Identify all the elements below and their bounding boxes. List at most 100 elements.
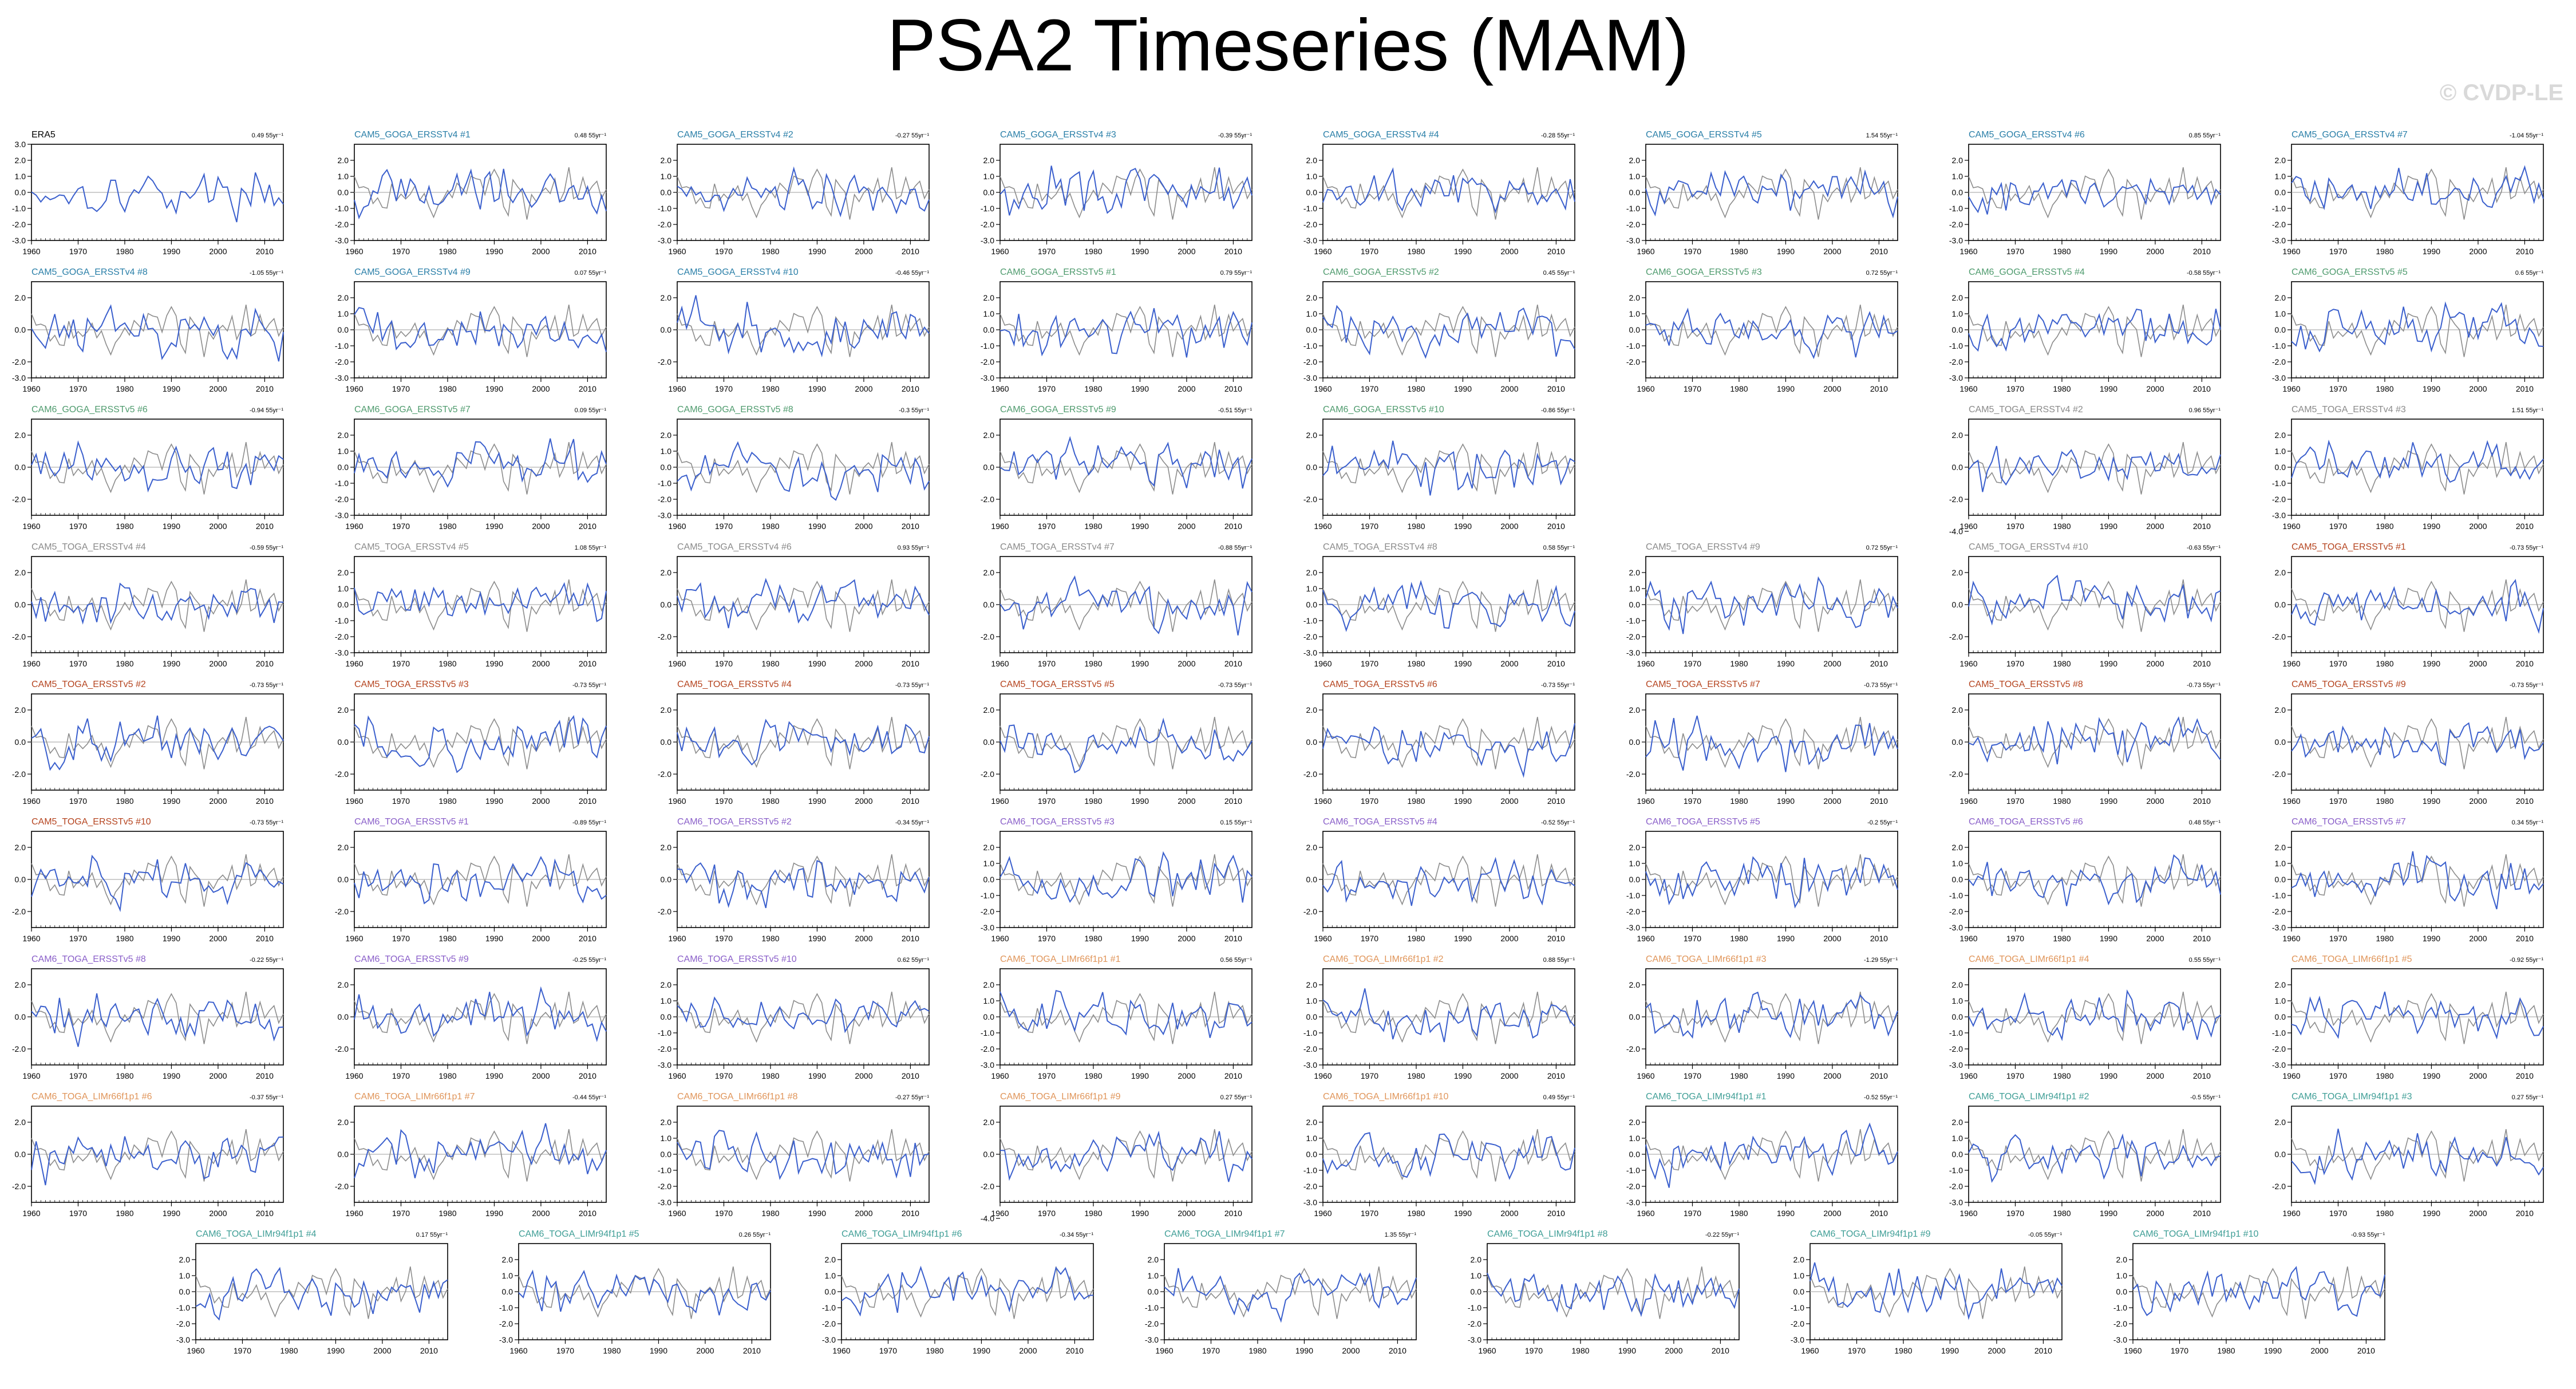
x-tick-label: 2000 <box>2146 247 2164 256</box>
y-tick-label: 0.0 <box>338 737 349 747</box>
x-tick-label: 1960 <box>1314 384 1332 393</box>
x-tick-label: 2000 <box>2469 1071 2487 1080</box>
reference-series <box>2291 717 2544 770</box>
y-tick-label: 1.0 <box>1629 172 1641 181</box>
member-series <box>2291 165 2544 211</box>
x-tick-label: 1960 <box>991 659 1009 668</box>
x-tick-label: 1990 <box>1131 1071 1149 1080</box>
y-tick-label: -2.0 <box>2272 357 2286 366</box>
x-tick-label: 2000 <box>1500 522 1518 531</box>
x-tick-label: 1990 <box>485 522 503 531</box>
y-tick-label: 1.0 <box>1629 584 1641 593</box>
x-tick-label: 1970 <box>392 247 410 256</box>
y-tick-label: 1.0 <box>983 309 995 318</box>
member-series <box>354 168 607 220</box>
panel-title: CAM6_TOGA_LIMr66f1p1 #2 <box>1323 954 1444 964</box>
panel-title: CAM6_TOGA_LIMr66f1p1 #7 <box>354 1092 475 1102</box>
panel-title: CAM6_GOGA_ERSSTv5 #10 <box>1323 405 1444 415</box>
x-tick-label: 1990 <box>485 247 503 256</box>
panel-trend: -0.39 55yr⁻¹ <box>1218 132 1252 139</box>
x-tick-label: 2010 <box>1870 934 1888 943</box>
member-series <box>999 717 1253 774</box>
y-tick-label: -3.0 <box>658 1198 671 1207</box>
x-tick-label: 1990 <box>163 659 180 668</box>
y-tick-label: -2.0 <box>2272 907 2286 916</box>
x-tick-label: 2010 <box>256 796 274 806</box>
x-tick-label: 1990 <box>808 934 826 943</box>
y-tick-label: 0.0 <box>15 463 26 472</box>
x-tick-label: 1980 <box>1407 934 1425 943</box>
y-tick-label: -3.0 <box>658 236 671 245</box>
member-series <box>1968 854 2221 906</box>
panel-26: -2.0 0.0 2.0 1960 1970 1980 1990 2000 2010 CAM5_T… <box>658 542 930 668</box>
member-series <box>677 295 930 358</box>
panel-51: -3.0 -2.0 -1.0 0.0 1.0 2.0 1960 1970 1980 1990 200… <box>981 954 1253 1080</box>
x-tick-label: 1960 <box>1959 796 1977 806</box>
x-tick-label: 2010 <box>256 1209 274 1218</box>
y-tick-label: 1.0 <box>1629 859 1641 868</box>
member-series <box>2291 439 2544 483</box>
panel-trend: -0.34 55yr⁻¹ <box>895 819 929 826</box>
x-tick-label: 1960 <box>345 1071 363 1080</box>
y-tick-label: -3.0 <box>2272 511 2286 520</box>
x-tick-label: 2010 <box>902 934 919 943</box>
x-tick-label: 1990 <box>1131 247 1149 256</box>
panel-trend: 0.48 55yr⁻¹ <box>575 132 607 139</box>
panel-53: -2.0 0.0 2.0 1960 1970 1980 1990 2000 2010 CAM6_T… <box>1626 954 1898 1080</box>
member-series <box>677 719 930 766</box>
panel-59: -4.0 -2.0 0.0 2.0 1960 1970 1980 1990 2000 2010 CA… <box>981 1092 1253 1223</box>
panel-36: -2.0 0.0 2.0 1960 1970 1980 1990 2000 2010 CAM5_T… <box>1303 680 1575 806</box>
y-tick-label: -2.0 <box>335 770 349 779</box>
member-series <box>31 582 284 625</box>
x-tick-label: 2000 <box>2469 796 2487 806</box>
y-tick-label: 1.0 <box>338 584 349 593</box>
x-tick-label: 1980 <box>761 1071 779 1080</box>
x-tick-label: 1970 <box>69 1071 87 1080</box>
panel-title: CAM6_TOGA_ERSSTv5 #3 <box>1000 817 1115 827</box>
panel-5: -3.0 -2.0 -1.0 0.0 1.0 2.0 1960 1970 1980 1990 200… <box>1626 130 1898 256</box>
y-tick-label: -1.0 <box>981 1028 994 1037</box>
y-tick-label: 2.0 <box>2275 568 2286 577</box>
member-series <box>1645 307 1898 360</box>
panel-title: CAM5_TOGA_ERSSTv5 #10 <box>31 817 151 827</box>
x-tick-label: 1980 <box>2053 659 2071 668</box>
y-tick-label: -2.0 <box>658 770 671 779</box>
member-series <box>1968 716 2221 765</box>
y-tick-label: -1.0 <box>2272 204 2286 213</box>
x-tick-label: 1960 <box>345 659 363 668</box>
member-series <box>1968 177 2221 215</box>
panel-title: CAM6_GOGA_ERSSTv5 #9 <box>1000 405 1116 415</box>
y-tick-label: 2.0 <box>661 156 672 165</box>
x-tick-label: 1980 <box>116 796 133 806</box>
panel-45: -3.0 -2.0 -1.0 0.0 1.0 2.0 1960 1970 1980 1990 200… <box>1626 817 1898 943</box>
x-tick-label: 1960 <box>2282 934 2300 943</box>
y-tick-label: -2.0 <box>2272 770 2286 779</box>
x-tick-label: 1980 <box>1084 1071 1102 1080</box>
panel-39: -2.0 0.0 2.0 1960 1970 1980 1990 2000 2010 CAM5_T… <box>2272 680 2544 806</box>
watermark: © CVDP-LE <box>2439 80 2563 105</box>
x-tick-label: 1990 <box>2423 247 2440 256</box>
panel-title: CAM5_GOGA_ERSSTv4 #5 <box>1646 130 1762 140</box>
panel-title: CAM6_TOGA_LIMr66f1p1 #3 <box>1646 954 1767 964</box>
y-tick-label: -4.0 <box>981 1214 994 1223</box>
panel-20: -2.0 0.0 2.0 1960 1970 1980 1990 2000 2010 CAM6_G… <box>1303 405 1575 531</box>
panel-trend: 0.56 55yr⁻¹ <box>1220 957 1253 964</box>
reference-series <box>354 305 607 357</box>
x-tick-label: 1960 <box>1959 659 1977 668</box>
panel-56: -2.0 0.0 2.0 1960 1970 1980 1990 2000 2010 CAM6_T… <box>12 1092 284 1218</box>
x-tick-label: 1990 <box>1454 522 1472 531</box>
member-series <box>999 436 1253 489</box>
panel-title: CAM6_GOGA_ERSSTv5 #4 <box>1969 267 2085 277</box>
x-tick-label: 1990 <box>485 384 503 393</box>
x-tick-label: 1990 <box>1131 659 1149 668</box>
x-tick-label: 2010 <box>1547 659 1565 668</box>
x-tick-label: 2010 <box>2193 796 2211 806</box>
y-tick-label: 1.0 <box>1306 584 1318 593</box>
x-tick-label: 1980 <box>1730 934 1748 943</box>
reference-series <box>1322 442 1575 495</box>
x-tick-label: 2000 <box>1500 1071 1518 1080</box>
panel-trend: 0.07 55yr⁻¹ <box>575 270 607 277</box>
member-series <box>31 854 284 913</box>
y-tick-label: -1.0 <box>2272 479 2286 488</box>
y-tick-label: 0.0 <box>15 188 26 197</box>
